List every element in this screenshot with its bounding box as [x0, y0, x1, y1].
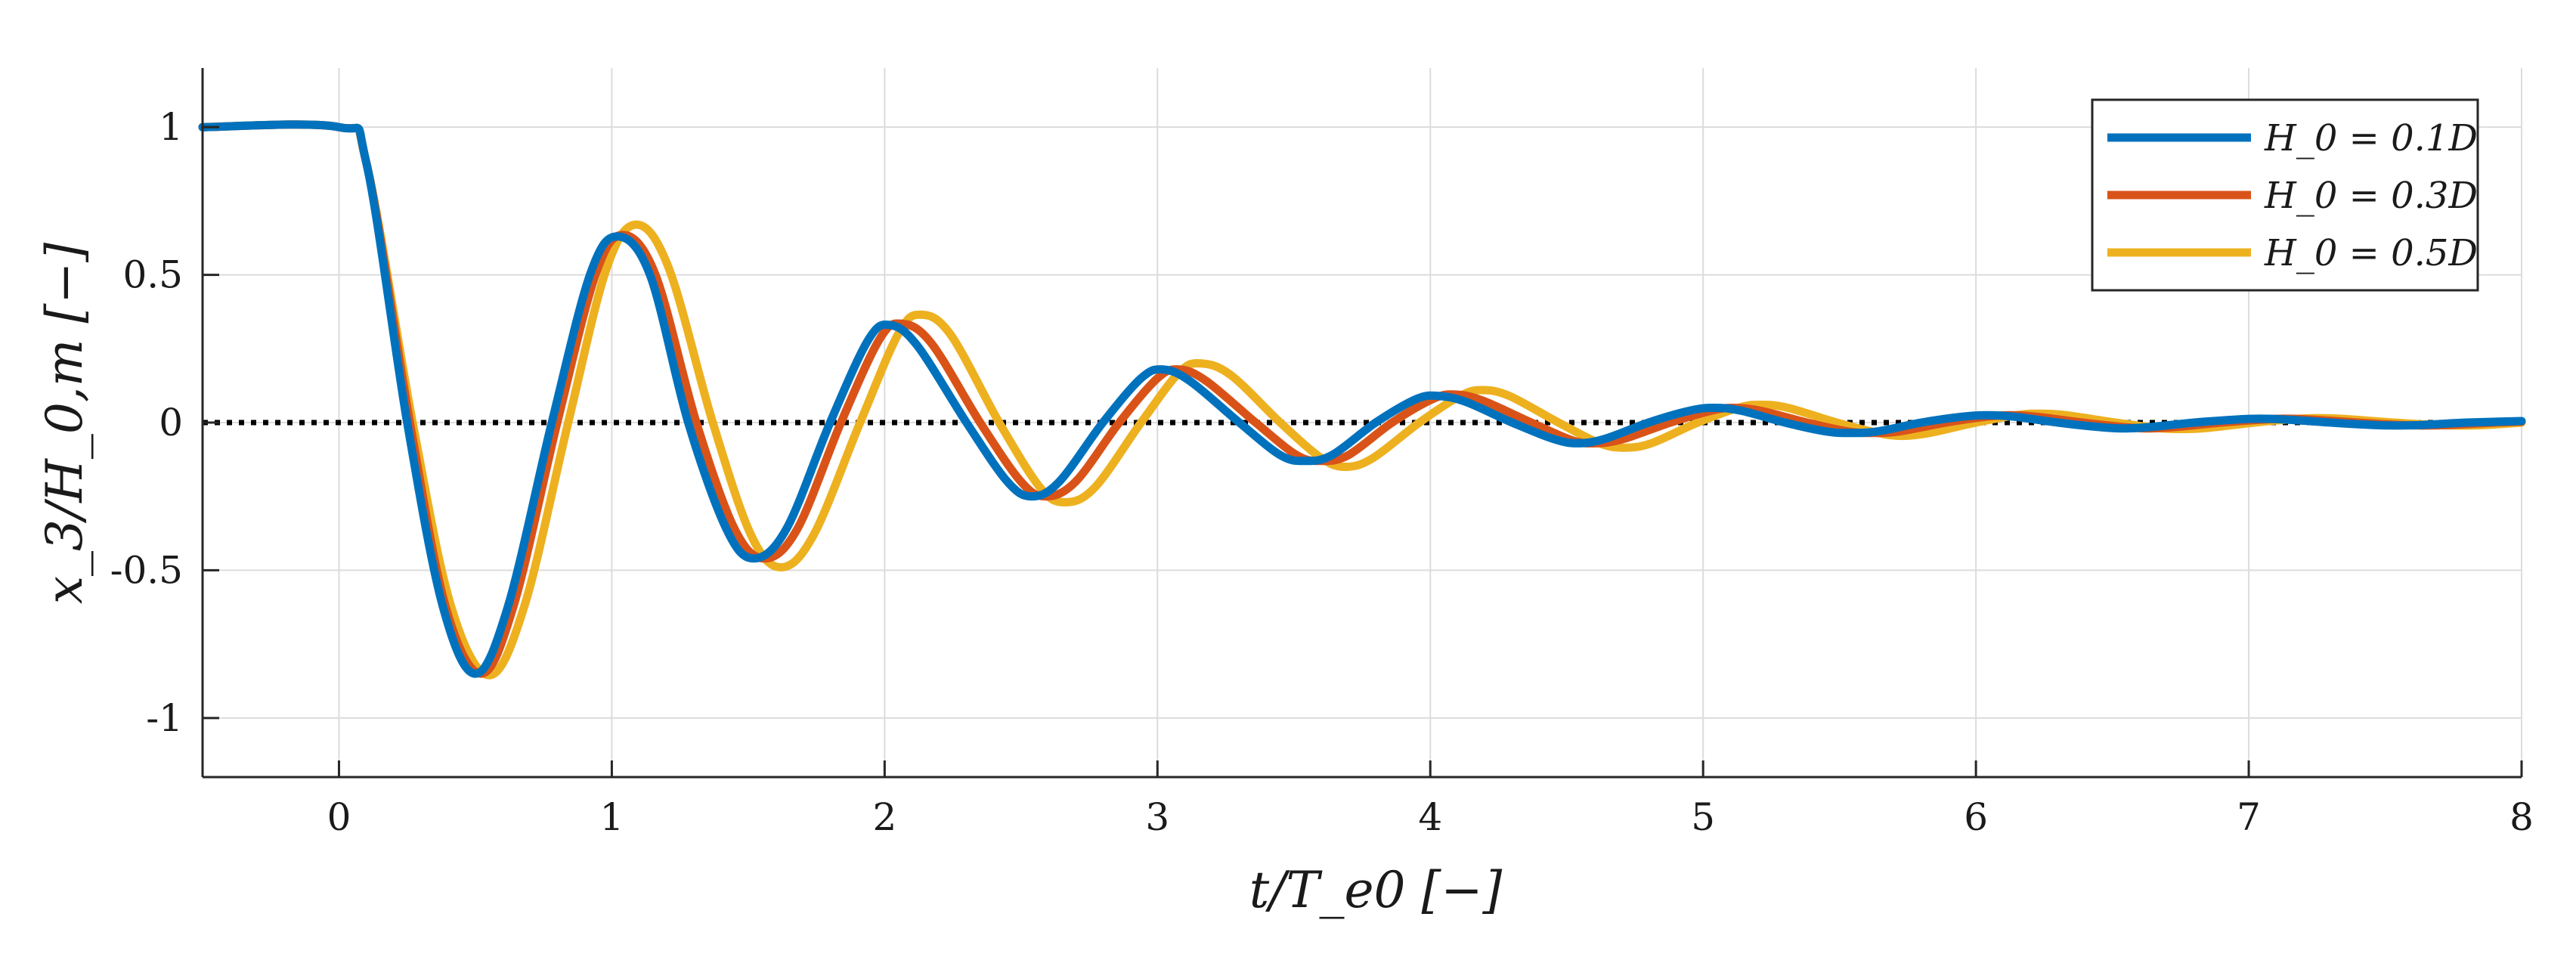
x-tick-label-3: 3	[1145, 795, 1169, 839]
x-tick-label-5: 5	[1691, 795, 1715, 839]
x-tick-label-7: 7	[2237, 795, 2261, 839]
legend-label-2: H_0 = 0.5D	[2264, 232, 2478, 274]
x-tick-label-1: 1	[600, 795, 624, 839]
y-axis-label: x_3/H_0,m [−]	[36, 243, 94, 605]
y-tick-label-0: -1	[146, 696, 183, 740]
y-tick-label-3: 0.5	[122, 253, 183, 297]
tick-labels: 0 1 2 3 4 5 6 7 8 -1 -0.5 0 0.5 1	[110, 105, 2534, 839]
series-layer	[198, 120, 2526, 680]
series-line-0	[198, 120, 2526, 678]
axes	[201, 68, 2523, 779]
x-tick-label-2: 2	[872, 795, 896, 839]
x-tick-label-8: 8	[2509, 795, 2534, 839]
x-axis-label: t/T_e0 [−]	[1249, 861, 1503, 919]
y-tick-label-1: -0.5	[110, 548, 183, 592]
y-tick-label-4: 1	[159, 105, 183, 149]
y-tick-label-2: 0	[159, 401, 183, 444]
legend-label-0: H_0 = 0.1D	[2264, 117, 2478, 160]
x-tick-label-0: 0	[327, 795, 351, 839]
x-tick-label-4: 4	[1418, 795, 1442, 839]
legend-label-1: H_0 = 0.3D	[2264, 175, 2478, 217]
legend: H_0 = 0.1D H_0 = 0.3D H_0 = 0.5D	[2091, 98, 2479, 292]
x-tick-label-6: 6	[1964, 795, 1988, 839]
